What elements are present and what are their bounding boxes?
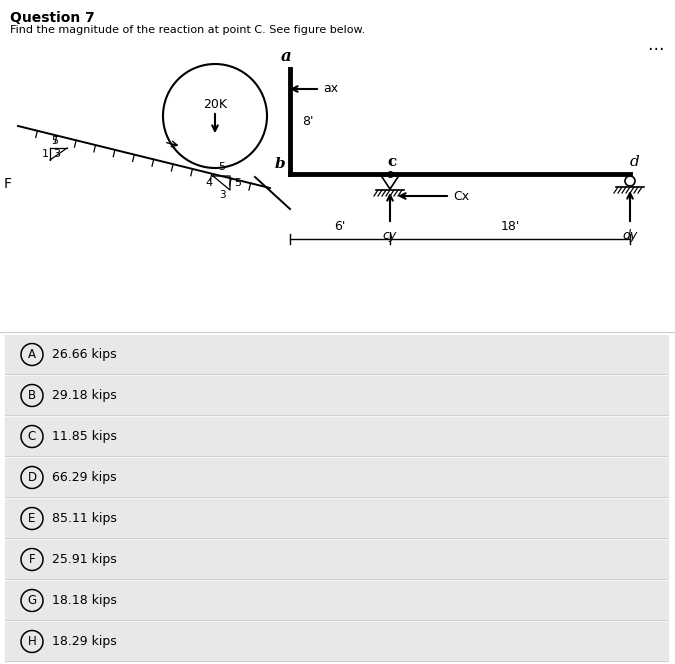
Bar bbox=[5, 499, 668, 538]
Text: 3: 3 bbox=[53, 149, 61, 159]
Text: G: G bbox=[28, 594, 36, 607]
Text: 4: 4 bbox=[205, 178, 213, 188]
Text: 25.91 kips: 25.91 kips bbox=[52, 553, 117, 566]
Text: Cx: Cx bbox=[453, 189, 469, 203]
Text: dy: dy bbox=[622, 229, 638, 242]
Text: B: B bbox=[28, 389, 36, 402]
Text: 8': 8' bbox=[302, 115, 313, 128]
Text: 5: 5 bbox=[219, 162, 225, 172]
Text: ax: ax bbox=[323, 82, 338, 96]
Text: 18': 18' bbox=[500, 220, 520, 233]
Bar bbox=[5, 622, 668, 661]
Text: 5: 5 bbox=[234, 178, 241, 188]
Text: F: F bbox=[4, 177, 12, 191]
Text: c: c bbox=[387, 155, 397, 169]
Bar bbox=[5, 417, 668, 456]
Text: Question 7: Question 7 bbox=[10, 11, 94, 25]
Text: ⋯: ⋯ bbox=[647, 40, 664, 58]
Text: 20K: 20K bbox=[203, 98, 227, 110]
Text: 5: 5 bbox=[51, 136, 59, 146]
Text: 11.85 kips: 11.85 kips bbox=[52, 430, 117, 443]
Text: cy: cy bbox=[383, 229, 397, 242]
Text: 26.66 kips: 26.66 kips bbox=[52, 348, 117, 361]
Text: H: H bbox=[28, 635, 36, 648]
Text: A: A bbox=[28, 348, 36, 361]
Text: 66.29 kips: 66.29 kips bbox=[52, 471, 117, 484]
Text: C: C bbox=[28, 430, 36, 443]
Text: F: F bbox=[28, 553, 35, 566]
Text: E: E bbox=[28, 512, 36, 525]
Text: b: b bbox=[275, 157, 286, 171]
Bar bbox=[5, 581, 668, 620]
Text: 85.11 kips: 85.11 kips bbox=[52, 512, 117, 525]
Text: a: a bbox=[281, 48, 292, 65]
Text: Find the magnitude of the reaction at point C. See figure below.: Find the magnitude of the reaction at po… bbox=[10, 25, 365, 35]
Bar bbox=[5, 458, 668, 497]
Text: 29.18 kips: 29.18 kips bbox=[52, 389, 117, 402]
Text: d: d bbox=[630, 155, 640, 169]
Text: D: D bbox=[28, 471, 36, 484]
Text: 1: 1 bbox=[41, 149, 49, 159]
Text: 18.29 kips: 18.29 kips bbox=[52, 635, 117, 648]
Bar bbox=[5, 335, 668, 374]
Bar bbox=[5, 540, 668, 579]
Text: 18.18 kips: 18.18 kips bbox=[52, 594, 117, 607]
Text: 6': 6' bbox=[334, 220, 346, 233]
Text: 3: 3 bbox=[219, 190, 225, 200]
Bar bbox=[5, 376, 668, 415]
